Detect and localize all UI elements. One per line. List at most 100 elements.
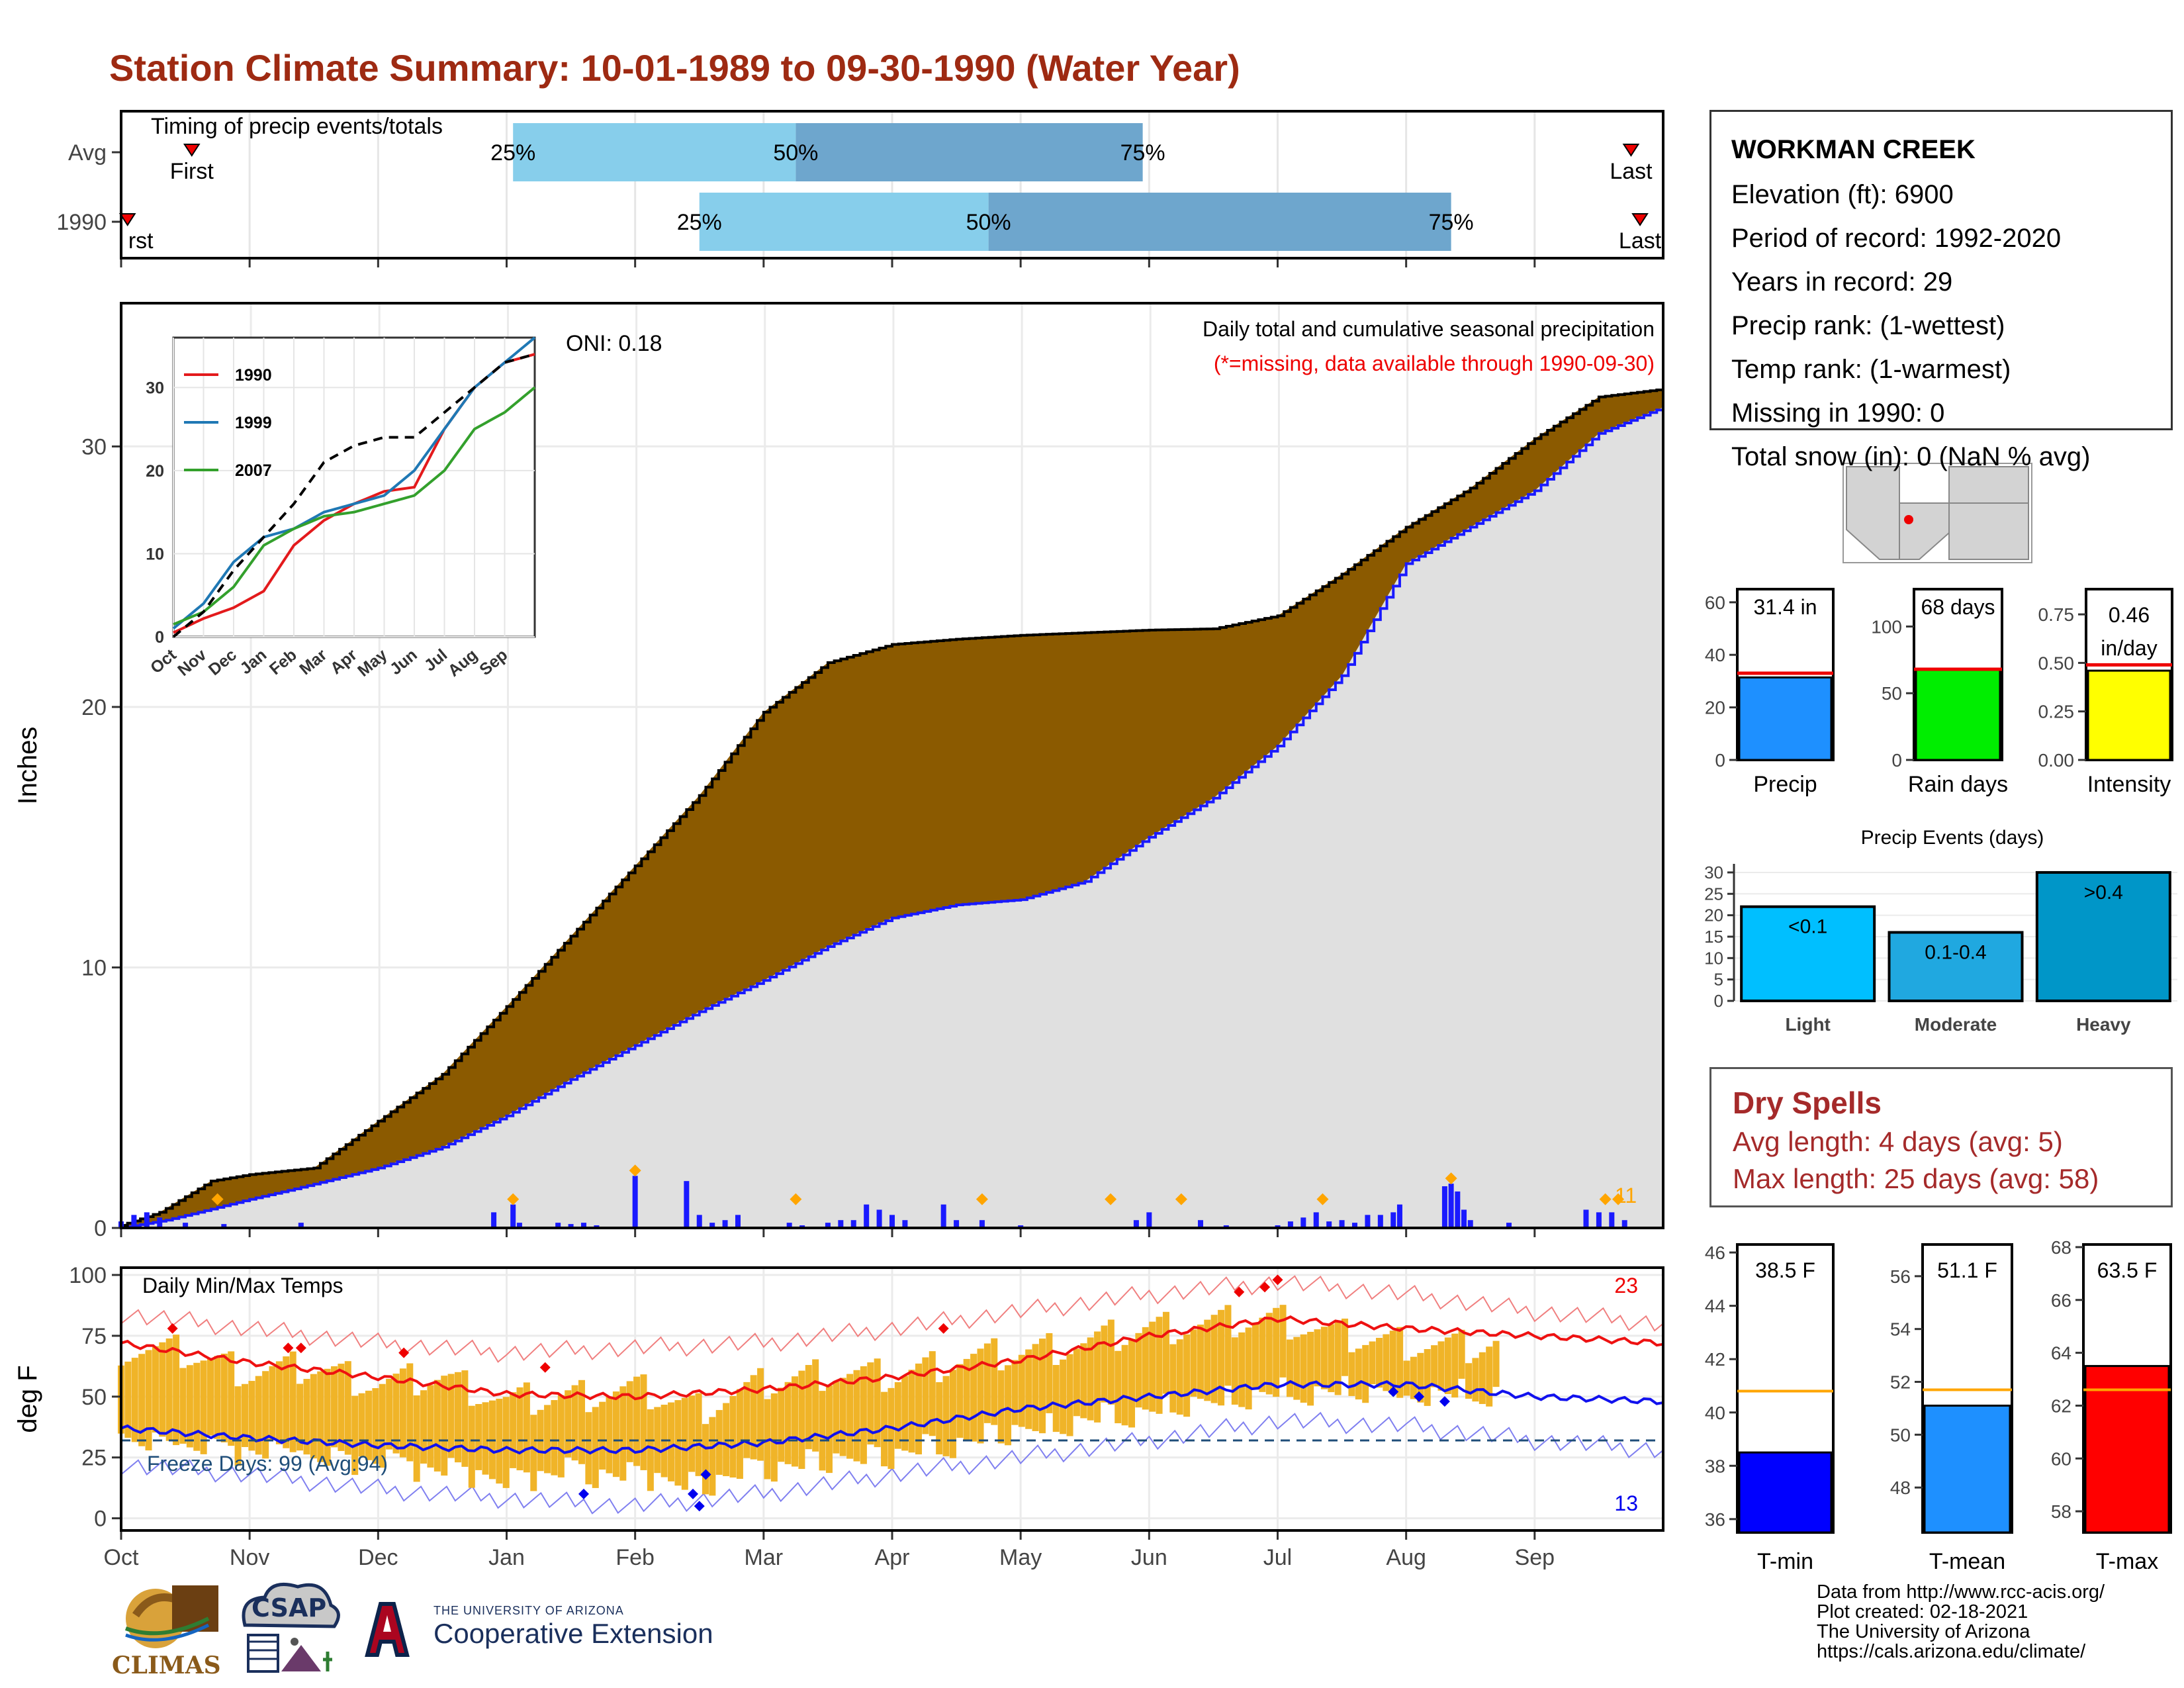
temp-frame [120, 1266, 1664, 1532]
daily-precip-bar [1326, 1221, 1332, 1228]
station-info-box: WORKMAN CREEK Elevation (ft): 6900 Perio… [1709, 110, 2173, 471]
daily-temp-bar [770, 1393, 778, 1482]
temp-totals-ytick-label: 44 [1705, 1296, 1725, 1317]
last-event-label: Last [1610, 159, 1653, 184]
daily-precip-bar [940, 1204, 946, 1228]
daily-precip-bar [1133, 1220, 1139, 1228]
daily-temp-bar [606, 1396, 613, 1474]
totals-ytick-label: 0 [1891, 750, 1902, 771]
daily-precip-bar [1390, 1212, 1396, 1228]
daily-temp-bar [565, 1390, 572, 1458]
daily-temp-bar [1362, 1344, 1369, 1403]
daily-temp-bar [220, 1353, 228, 1442]
daily-temp-bar [709, 1417, 716, 1496]
daily-temp-bar [922, 1357, 929, 1434]
daily-temp-bar [386, 1378, 393, 1450]
temp-totals-charts: 36 38 40 42 44 46 38.5 F T-min 48 50 52 54 56 51.1 F T… [1705, 1237, 2172, 1574]
daily-temp-bar [599, 1401, 606, 1470]
temp-xtick-label: Nov [230, 1545, 269, 1570]
events-title: Precip Events (days) [1861, 827, 2044, 849]
daily-temp-bar [736, 1389, 743, 1479]
cum-annotation-missing: (*=missing, data available through 1990-… [1214, 352, 1655, 375]
daily-temp-bar [853, 1370, 860, 1462]
hot-days-count: 23 [1614, 1274, 1638, 1297]
daily-temp-bar [496, 1398, 503, 1484]
climas-logo[interactable]: CLIMAS [109, 1579, 222, 1685]
daily-temp-bar [654, 1407, 661, 1474]
daily-temp-bar [633, 1376, 641, 1466]
daily-temp-bar [502, 1397, 510, 1488]
daily-temp-bar [523, 1382, 530, 1473]
daily-temp-bar [1169, 1344, 1177, 1413]
timing-title: Timing of precip events/totals [151, 114, 443, 139]
daily-temp-bar [1204, 1319, 1211, 1401]
daily-temp-bar [392, 1374, 400, 1454]
temp-ytick-label: 50 [81, 1385, 107, 1410]
temp-y-axis-title: deg F [13, 1365, 42, 1432]
totals-value-unit: in/day [2101, 636, 2157, 660]
record-high-marker [1234, 1286, 1245, 1297]
temp-totals-ytick-label: 48 [1890, 1477, 1911, 1498]
station-elevation: Elevation (ft): 6900 [1731, 180, 1954, 209]
daily-temp-bar [1273, 1307, 1280, 1397]
totals-category-label: Precip [1753, 772, 1817, 797]
daily-temp-bar [1087, 1337, 1094, 1421]
station-precip-rank: Precip rank: (1-wettest) [1731, 311, 2005, 340]
timing-row-label: Avg [68, 140, 107, 165]
daily-precip-bar [1461, 1209, 1467, 1228]
daily-temp-bar [1383, 1334, 1390, 1391]
daily-temp-bar [1279, 1305, 1287, 1378]
station-years: Years in record: 29 [1731, 267, 1953, 297]
daily-temp-bar [420, 1390, 428, 1464]
cum-ytick-label: 0 [94, 1216, 107, 1241]
oni-label: ONI: 0.18 [566, 331, 662, 356]
temp-xtick-label: Jun [1131, 1545, 1167, 1570]
daily-temp-bar [530, 1415, 537, 1491]
daily-precip-bar [838, 1220, 844, 1228]
station-temp-rank: Temp rank: (1-warmest) [1731, 355, 2011, 384]
university-of-arizona-logo[interactable] [361, 1599, 414, 1658]
events-bar-label: <0.1 [1788, 916, 1827, 938]
record-high-marker [283, 1342, 294, 1354]
daily-temp-bar [1025, 1349, 1032, 1429]
daily-temp-bar [936, 1382, 943, 1455]
daily-temp-bar [908, 1370, 915, 1453]
csap-logo[interactable]: CSAP [232, 1579, 344, 1685]
daily-temp-bar [1238, 1332, 1246, 1407]
credit-university: The University of Arizona [1817, 1621, 2030, 1642]
daily-temp-bar [427, 1385, 434, 1468]
daily-temp-bar [1375, 1338, 1383, 1388]
daily-temp-bar [1218, 1309, 1225, 1406]
daily-temp-bar [1183, 1334, 1191, 1417]
daily-temp-bar [344, 1361, 351, 1455]
totals-bar [2087, 669, 2171, 761]
daily-temp-bar [289, 1351, 296, 1452]
daily-temp-bar [1444, 1337, 1451, 1394]
daily-temp-bar [1052, 1365, 1060, 1432]
totals-ytick-label: 100 [1871, 616, 1902, 637]
cum-surplus-area [121, 389, 1663, 1228]
daily-temp-bar [1162, 1311, 1169, 1394]
daily-temp-bar [1121, 1344, 1128, 1426]
daily-temp-bar [1410, 1356, 1417, 1399]
totals-value-label: 68 days [1921, 595, 1995, 619]
daily-temp-bar [702, 1424, 709, 1495]
temp-ytick-label: 25 [81, 1446, 107, 1471]
inset-ytick-label: 10 [146, 545, 164, 563]
daily-temp-bar [970, 1354, 978, 1442]
credit-data-source: Data from http://www.rcc-acis.org/ [1817, 1581, 2105, 1603]
daily-temp-bar [1066, 1354, 1073, 1436]
avg-tmax-line [120, 1315, 1664, 1401]
daily-temp-bar [324, 1368, 331, 1466]
temp-totals-ytick-label: 54 [1890, 1319, 1911, 1340]
totals-ytick-label: 0.00 [2038, 750, 2075, 771]
station-location-dot [1904, 515, 1913, 524]
daily-temp-bar [1431, 1345, 1438, 1387]
daily-temp-bar [1403, 1360, 1410, 1396]
daily-precip-bar [1441, 1186, 1447, 1228]
daily-temp-bar [949, 1370, 956, 1458]
daily-precip-bar [491, 1212, 497, 1228]
daily-precip-bar [183, 1223, 189, 1228]
daily-temp-bar [248, 1381, 255, 1451]
daily-temp-bar [1115, 1350, 1122, 1424]
